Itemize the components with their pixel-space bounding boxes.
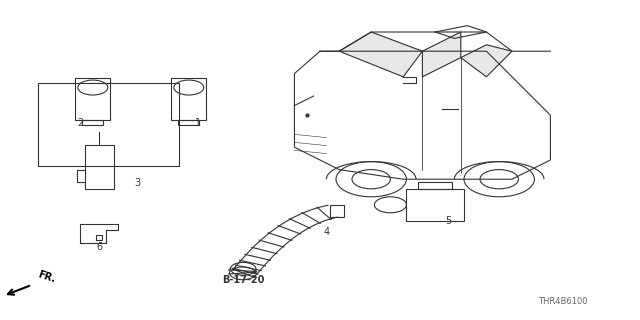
- Text: B-17-20: B-17-20: [222, 275, 264, 285]
- Bar: [172, 78, 206, 120]
- Polygon shape: [461, 45, 512, 77]
- Bar: [83, 120, 104, 125]
- Bar: [85, 145, 114, 189]
- Text: FR.: FR.: [36, 269, 57, 284]
- Bar: [330, 205, 344, 217]
- Text: 6: 6: [96, 242, 102, 252]
- Bar: [418, 182, 452, 189]
- Bar: [406, 189, 464, 221]
- Polygon shape: [422, 32, 461, 77]
- Text: 3: 3: [134, 178, 141, 188]
- Polygon shape: [339, 32, 422, 77]
- Text: 1: 1: [195, 118, 202, 128]
- Text: 4: 4: [323, 227, 330, 237]
- Text: 2: 2: [77, 118, 83, 128]
- Text: 5: 5: [445, 216, 451, 226]
- Bar: [76, 78, 110, 120]
- Text: THR4B6100: THR4B6100: [538, 297, 588, 306]
- Bar: [178, 120, 200, 125]
- Bar: [38, 83, 179, 166]
